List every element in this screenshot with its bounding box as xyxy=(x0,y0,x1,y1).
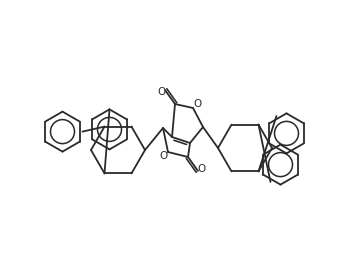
Text: O: O xyxy=(159,151,167,161)
Text: O: O xyxy=(194,99,202,109)
Text: O: O xyxy=(198,164,206,174)
Text: O: O xyxy=(157,87,165,97)
